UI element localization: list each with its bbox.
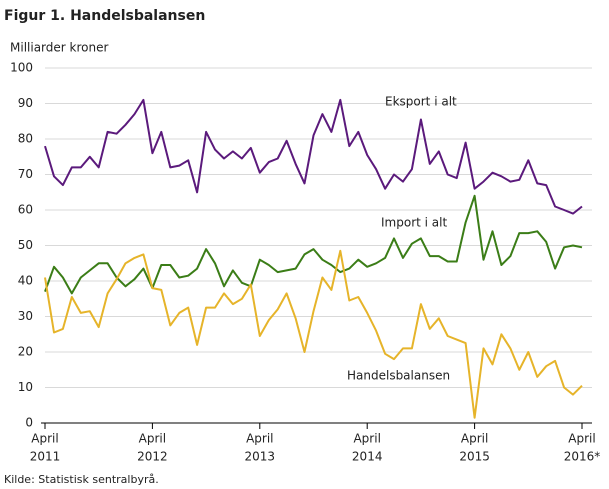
x-tick-label: April [353,432,380,446]
y-tick-label: 80 [18,132,33,146]
chart-title: Figur 1. Handelsbalansen [4,8,205,24]
y-tick-label: 60 [18,203,33,217]
y-tick-label: 70 [18,167,33,181]
y-tick-label: 100 [10,61,33,75]
series-label: Handelsbalansen [347,369,450,383]
x-tick-label: April [461,432,488,446]
series-label: Import i alt [381,216,447,230]
series-line [44,98,583,215]
x-tick-label: 2015 [459,450,490,464]
x-tick-label: 2016* [564,450,601,464]
y-tick-label: 20 [18,345,33,359]
series-line [44,249,583,419]
y-tick-label: 90 [18,96,33,110]
y-tick-label: 10 [18,380,33,394]
x-tick-label: 2011 [30,450,61,464]
x-tick-label: April [568,432,595,446]
source: Kilde: Statistisk sentralbyrå. [4,473,159,486]
series-line [44,194,583,295]
x-tick-label: April [31,432,58,446]
x-tick-label: 2013 [245,450,276,464]
x-tick-label: April [246,432,273,446]
x-tick-label: April [139,432,166,446]
y-tick-label: 0 [25,416,33,430]
y-tick-label: 40 [18,274,33,288]
x-tick-label: 2014 [352,450,383,464]
x-tick-label: 2012 [137,450,168,464]
y-axis-label: Milliarder kroner [10,41,108,55]
series-label: Eksport i alt [385,95,457,109]
y-tick-label: 30 [18,309,33,323]
y-tick-label: 50 [18,238,33,252]
